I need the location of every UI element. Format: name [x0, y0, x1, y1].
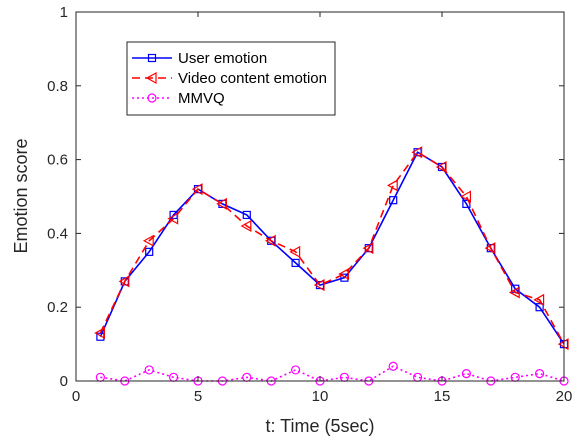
data-point: [313, 279, 325, 292]
x-tick-label: 15: [434, 388, 451, 405]
data-point: [435, 160, 447, 173]
data-point: [362, 242, 374, 255]
x-axis: 0 5 10 15 20: [72, 12, 572, 405]
legend-marker: [147, 93, 157, 103]
y-axis-label: Emotion score: [11, 138, 31, 253]
data-point: [242, 210, 251, 220]
x-tick-label: 5: [194, 388, 202, 405]
data-point: [533, 293, 545, 306]
x-tick-label: 20: [556, 388, 572, 405]
legend-marker: [147, 53, 157, 63]
data-point: [534, 369, 545, 379]
y-tick-label: 0.6: [47, 152, 68, 169]
y-axis: 0 0.2 0.4 0.6 0.8 1: [47, 4, 564, 390]
series-layer: [94, 146, 569, 386]
data-point: [386, 179, 398, 192]
data-point: [460, 190, 471, 203]
data-point: [191, 183, 203, 196]
data-point: [508, 286, 520, 299]
data-point: [411, 146, 423, 159]
data-point: [145, 247, 154, 256]
legend-label: Video content emotion: [178, 70, 327, 87]
data-point: [388, 361, 398, 371]
data-point: [291, 258, 300, 268]
legend: User emotion Video content emotion MMVQ: [126, 41, 336, 116]
x-tick-label: 10: [312, 388, 329, 405]
data-point: [142, 234, 154, 247]
series-1: [94, 146, 569, 351]
y-tick-label: 1: [60, 4, 68, 21]
x-tick-label: 0: [72, 388, 80, 405]
x-axis-label: t: Time (5sec): [265, 416, 374, 436]
data-point: [289, 245, 301, 258]
data-point: [338, 267, 349, 281]
legend-item: Video content emotion: [132, 70, 327, 87]
data-point: [167, 212, 179, 225]
data-point: [291, 365, 301, 375]
data-point: [144, 365, 154, 375]
y-tick-label: 0: [60, 373, 68, 390]
data-point: [240, 220, 252, 233]
series-2: [95, 361, 569, 386]
data-point: [461, 369, 471, 379]
data-point: [118, 275, 130, 288]
y-tick-label: 0.4: [47, 225, 68, 242]
data-point: [484, 242, 496, 255]
legend-label: User emotion: [178, 50, 267, 67]
legend-marker: [145, 71, 157, 85]
data-point: [94, 327, 106, 340]
data-point: [389, 196, 398, 205]
data-point: [216, 197, 227, 210]
legend-item: MMVQ: [132, 90, 225, 107]
legend-item: User emotion: [132, 50, 267, 67]
y-tick-label: 0.2: [47, 299, 68, 316]
data-point: [264, 234, 276, 247]
series-line: [99, 151, 565, 345]
data-point: [535, 303, 544, 312]
y-tick-label: 0.8: [47, 78, 68, 95]
legend-label: MMVQ: [178, 90, 225, 107]
